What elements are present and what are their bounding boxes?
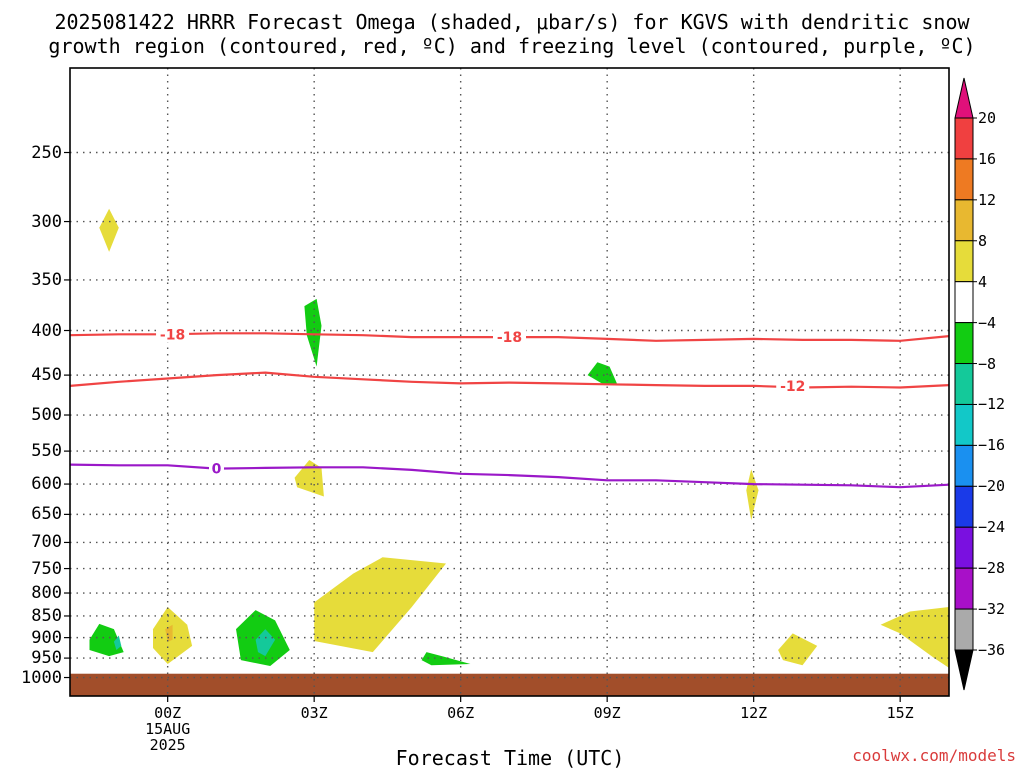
omega-region-4: [746, 469, 759, 521]
ground-terrain: [70, 673, 949, 696]
omega-region-2: [587, 362, 617, 386]
dgz-contour-12: [69, 371, 950, 389]
x-tick-label-00Z: 00Z: [154, 704, 182, 722]
chart-title-line-1: 2025081422 HRRR Forecast Omega (shaded, …: [54, 10, 970, 34]
colorbar-bin-12: [954, 567, 974, 610]
omega-region-5: [314, 557, 446, 653]
x-tick-date-label: 15AUG: [145, 720, 191, 738]
x-axis-title: Forecast Time (UTC): [395, 746, 625, 770]
y-tick-label-300: 300: [31, 211, 62, 232]
colorbar-label-10: −24: [978, 518, 1006, 537]
dgz-contour-12-label-0: -12: [780, 379, 805, 395]
dgz-contour-12-label-bg-0: [776, 377, 810, 394]
y-tick-label-550: 550: [31, 441, 62, 462]
omega-region-8: [880, 607, 949, 668]
colorbar-bin-10: [954, 485, 974, 528]
chart-title-line-2: growth region (contoured, red, ºC) and f…: [48, 34, 976, 58]
dgz-contour-18-label-1: -18: [497, 330, 522, 346]
colorbar-label-8: −16: [978, 436, 1006, 455]
colorbar: [954, 77, 977, 691]
colorbar-label-3: 8: [978, 231, 988, 250]
colorbar-bin-3: [954, 199, 974, 242]
dgz-contour-18-label-bg-0: [156, 326, 190, 343]
y-tick-label-650: 650: [31, 504, 62, 525]
y-tick-label-750: 750: [31, 558, 62, 579]
credit-link[interactable]: coolwx.com/models: [852, 746, 1016, 765]
colorbar-bottom-arrow: [954, 649, 974, 691]
colorbar-label-6: −8: [978, 354, 997, 373]
colorbar-label-5: −4: [978, 313, 997, 332]
colorbar-label-9: −20: [978, 477, 1006, 496]
omega-region-14: [255, 629, 276, 657]
omega-region-1: [304, 298, 322, 367]
plot-frame: [69, 67, 950, 697]
y-tick-label-850: 850: [31, 605, 62, 626]
colorbar-label-2: 12: [978, 190, 997, 209]
colorbar-bin-7: [954, 363, 974, 405]
x-tick-label-06Z: 06Z: [447, 704, 475, 722]
colorbar-bin-1: [954, 117, 974, 160]
colorbar-label-12: −32: [978, 600, 1006, 619]
omega-region-0: [99, 208, 119, 252]
colorbar-label-11: −28: [978, 559, 1006, 578]
colorbar-label-7: −12: [978, 395, 1006, 414]
colorbar-bin-9: [954, 444, 974, 487]
colorbar-bin-2: [954, 158, 974, 201]
y-tick-label-800: 800: [31, 583, 62, 603]
y-tick-label-350: 350: [31, 269, 62, 290]
colorbar-bin-5: [954, 281, 974, 324]
colorbar-bin-8: [954, 403, 974, 446]
grid-lines: [70, 68, 949, 696]
y-tick-label-600: 600: [31, 474, 62, 495]
freezing-level-contour: [69, 463, 950, 489]
freezing-level-contour-label-0: 0: [212, 462, 222, 478]
dgz-contour-18-label-bg-1: [493, 329, 526, 346]
freezing-level-contour-label-bg-0: [209, 460, 224, 477]
omega-region-3: [294, 460, 324, 497]
x-tick-date-label: 2025: [149, 736, 186, 754]
omega-region-11: [421, 652, 471, 666]
x-tick-label-03Z: 03Z: [300, 704, 328, 722]
colorbar-bin-4: [954, 240, 974, 283]
colorbar-label-4: 4: [978, 272, 988, 291]
omega-shading: [89, 208, 949, 668]
y-tick-label-1000: 1000: [21, 667, 62, 688]
y-tick-label-500: 500: [31, 405, 62, 425]
colorbar-top-arrow: [954, 77, 974, 119]
omega-region-9: [89, 623, 124, 657]
x-tick-label-09Z: 09Z: [593, 704, 621, 722]
colorbar-bin-13: [954, 608, 974, 651]
y-tick-label-950: 950: [31, 648, 62, 669]
colorbar-label-0: 20: [978, 109, 997, 127]
colorbar-bin-11: [954, 526, 974, 569]
colorbar-bin-6: [954, 322, 974, 365]
y-tick-label-450: 450: [31, 365, 62, 386]
colorbar-label-13: −36: [978, 641, 1006, 659]
y-tick-label-250: 250: [31, 142, 62, 163]
colorbar-label-1: 16: [978, 149, 997, 168]
x-tick-label-15Z: 15Z: [886, 704, 914, 722]
y-tick-label-700: 700: [31, 532, 62, 553]
y-tick-label-900: 900: [31, 627, 62, 648]
omega-region-12: [165, 624, 173, 642]
dgz-contour-18-label-0: -18: [160, 327, 185, 343]
y-tick-label-400: 400: [31, 320, 62, 341]
x-tick-label-12Z: 12Z: [740, 704, 768, 722]
omega-region-13: [113, 635, 122, 650]
omega-region-7: [778, 633, 818, 666]
